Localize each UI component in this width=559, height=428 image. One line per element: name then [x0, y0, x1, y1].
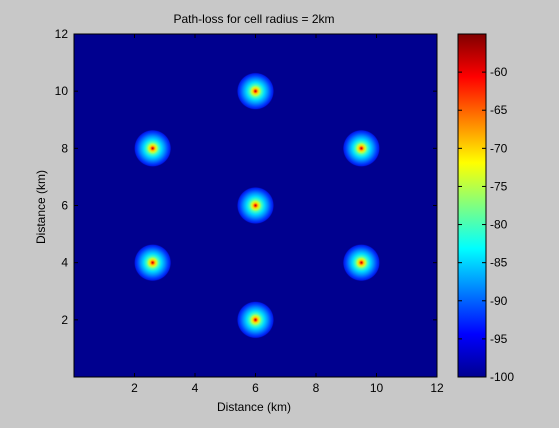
cell-site-heat [133, 243, 172, 282]
x-tick-label: 10 [370, 381, 384, 395]
colorbar-tick-label: -80 [490, 218, 508, 232]
colorbar-tick-label: -85 [490, 256, 508, 270]
cell-site-heat [236, 72, 275, 110]
x-tick-label: 12 [430, 381, 444, 395]
x-tick-label: 8 [313, 381, 320, 395]
plot-area [73, 33, 438, 378]
x-tick-label: 6 [252, 381, 259, 395]
colorbar-tick-label: -90 [490, 294, 508, 308]
cell-site-heat [342, 129, 381, 168]
colorbar-tick-label: -100 [490, 370, 514, 384]
y-axis-ticks: 2 4 6 8 10 12 [55, 27, 437, 327]
x-tick-label: 4 [192, 381, 199, 395]
cell-sites [133, 72, 381, 339]
x-axis-ticks: 2 4 6 8 10 12 [131, 34, 444, 395]
y-tick-label: 2 [61, 313, 68, 327]
x-axis-label: Distance (km) [217, 400, 291, 414]
cell-site-heat [236, 301, 275, 339]
colorbar-tick-label: -60 [490, 65, 508, 79]
cell-site-heat [236, 186, 275, 225]
y-tick-label: 4 [61, 256, 68, 270]
cell-site-heat [133, 129, 172, 168]
y-tick-label: 10 [55, 84, 69, 98]
colorbar-ticks: -100 -95 -90 -85 -80 -75 -70 -65 -60 [458, 65, 514, 384]
colorbar-tick-label: -95 [490, 332, 508, 346]
chart-title: Path-loss for cell radius = 2km [173, 12, 334, 26]
x-tick-label: 2 [131, 381, 138, 395]
colorbar-tick-label: -65 [490, 103, 508, 117]
colorbar: -100 -95 -90 -85 -80 -75 -70 -65 -60 [457, 33, 514, 384]
colorbar-tick-label: -75 [490, 179, 508, 193]
y-tick-label: 8 [61, 141, 68, 155]
cell-site-heat [342, 243, 381, 282]
y-axis-label: Distance (km) [34, 170, 48, 244]
colorbar-gradient [457, 33, 487, 378]
y-tick-label: 6 [61, 199, 68, 213]
y-tick-label: 12 [55, 27, 69, 41]
colorbar-tick-label: -70 [490, 141, 508, 155]
